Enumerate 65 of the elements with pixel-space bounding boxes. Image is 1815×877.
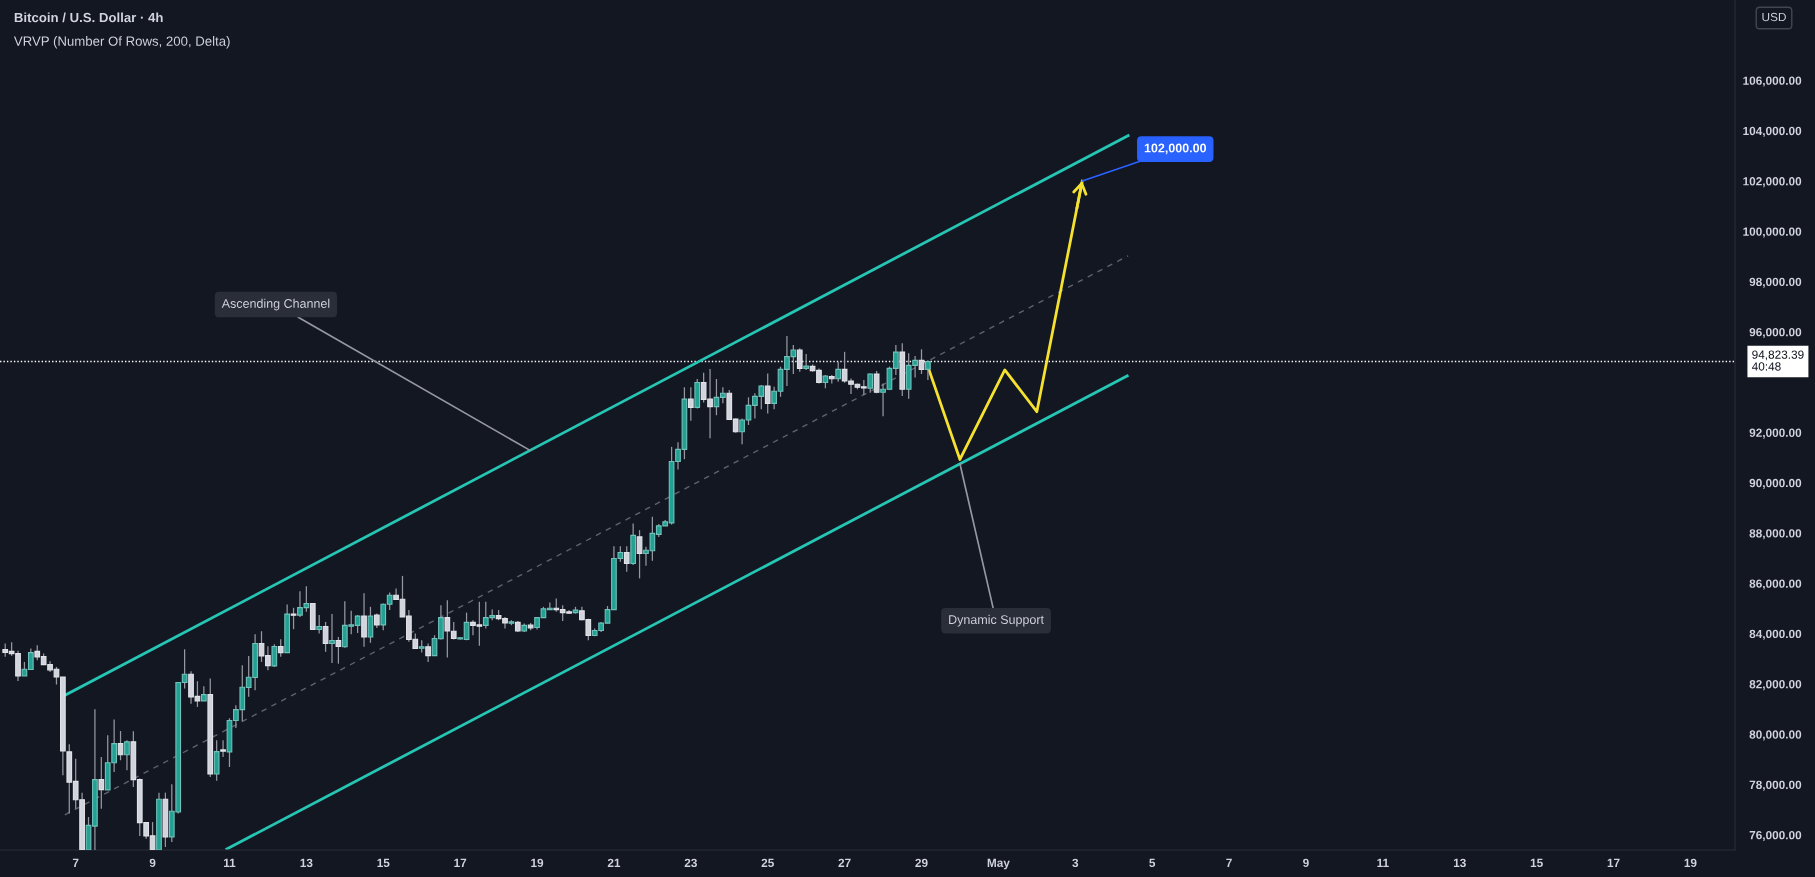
x-tick-label: 11: [223, 858, 236, 867]
candlestick: [117, 730, 124, 761]
ref-line-label: 94,823.39 40:48: [1751, 350, 1804, 371]
candlestick: [636, 529, 643, 580]
annotation: 102,000.00: [1144, 143, 1207, 155]
candlestick: [867, 372, 874, 394]
candlestick: [290, 607, 297, 630]
candlestick: [335, 636, 342, 665]
x-tick-label: 19: [1684, 858, 1697, 867]
candlestick: [835, 361, 842, 383]
text: Bitcoin / U.S. Dollar · 4h: [14, 12, 163, 23]
text: VRVP (Number Of Rows, 200, Delta): [13, 36, 230, 49]
candlestick: [764, 372, 771, 415]
x-tick-label: 27: [838, 858, 851, 867]
candlestick: [98, 756, 105, 810]
candlestick: [367, 606, 374, 644]
y-tick-label: 80,000.00: [1749, 730, 1802, 741]
x-tick-label: 15: [377, 858, 390, 867]
x-tick-label: 19: [531, 858, 544, 867]
x-tick-label: 13: [1453, 858, 1466, 868]
candlestick: [687, 386, 694, 422]
candlestick: [623, 545, 630, 573]
x-tick-label: 9: [149, 858, 156, 867]
y-tick-label: 96,000.00: [1749, 327, 1802, 339]
y-tick-label: 88,000.00: [1749, 529, 1802, 540]
y-tick-label: 90,000.00: [1749, 478, 1802, 489]
y-tick-label: 104,000.00: [1743, 126, 1802, 137]
y-tick-label: 76,000.00: [1749, 830, 1802, 842]
y-tick-label: 92,000.00: [1749, 428, 1802, 439]
candlestick: [220, 739, 226, 758]
text: USD: [1762, 12, 1786, 22]
y-tick-label: 102,000.00: [1743, 177, 1802, 188]
x-tick-label: 29: [915, 858, 928, 867]
x-tick-label: 5: [1149, 858, 1156, 867]
candlestick: [796, 347, 803, 373]
x-tick-label: 15: [1530, 858, 1543, 867]
y-tick-label: 100,000.00: [1743, 227, 1802, 238]
candlestick: [425, 642, 431, 663]
y-tick-label: 98,000.00: [1749, 277, 1802, 288]
x-tick-label: 21: [607, 858, 621, 867]
candlestick: [361, 592, 367, 648]
x-tick-label: 11: [1377, 858, 1389, 867]
annotation: Dynamic Support: [949, 614, 1044, 627]
candlestick: [213, 739, 220, 782]
y-tick-label: 82,000.00: [1749, 680, 1802, 691]
x-tick-label: May: [987, 858, 1010, 870]
x-tick-label: 3: [1072, 858, 1079, 868]
candlestick: [329, 613, 335, 664]
y-tick-label: 86,000.00: [1749, 579, 1802, 590]
y-tick-label: 84,000.00: [1749, 629, 1802, 640]
y-tick-label: 78,000.00: [1749, 780, 1802, 791]
x-tick-label: 7: [72, 858, 79, 867]
x-tick-label: 17: [1607, 858, 1620, 867]
annotation: Ascending Channel: [221, 298, 330, 311]
y-tick-label: 106,000.00: [1743, 76, 1802, 87]
x-tick-label: 7: [1226, 858, 1232, 867]
candlestick: [124, 739, 130, 771]
x-tick-label: 25: [761, 858, 774, 867]
candlestick: [271, 643, 278, 668]
x-tick-label: 9: [1303, 858, 1309, 867]
candlestick: [316, 614, 323, 635]
x-tick-label: 13: [300, 858, 313, 868]
candlestick: [322, 621, 329, 653]
x-tick-label: 23: [684, 858, 697, 868]
x-tick-label: 17: [454, 858, 467, 867]
